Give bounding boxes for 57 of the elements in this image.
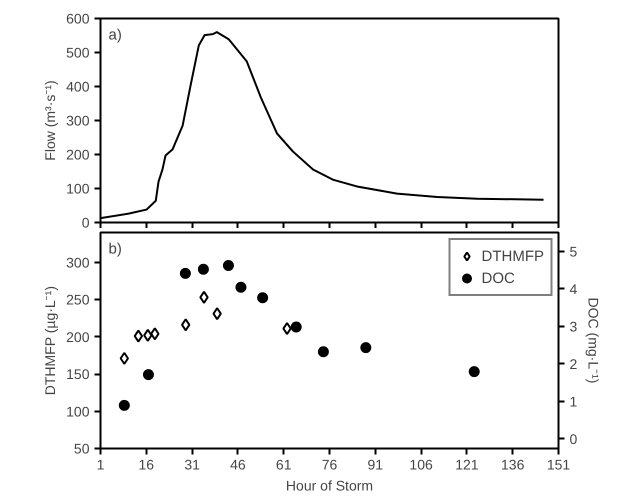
point	[199, 290, 209, 304]
x-tick-label: 46	[230, 456, 246, 472]
y-axis-title: DTHMFP (µg·L⁻¹)	[42, 286, 58, 396]
x-tick-label: 31	[184, 456, 200, 472]
x-tick-label: 61	[276, 456, 292, 472]
y-axis-title: Flow (m³·s⁻¹)	[42, 80, 58, 161]
point	[180, 268, 191, 279]
y-tick-label: 300	[66, 254, 90, 270]
point	[290, 322, 302, 332]
y2-tick-label: 4	[570, 280, 578, 297]
x-tick-label: 76	[322, 456, 338, 472]
point	[118, 400, 130, 411]
x-tick-label: 1	[96, 456, 105, 472]
y-tick-label: 200	[66, 146, 90, 162]
point	[235, 282, 246, 293]
y-tick-label: 300	[66, 112, 90, 128]
point	[212, 307, 222, 320]
point	[360, 342, 372, 354]
x-tick-label: 151	[546, 456, 570, 472]
y2-tick-label: 5	[570, 243, 578, 260]
y-tick-label: 500	[66, 44, 90, 60]
y2-tick-label: 2	[570, 356, 578, 372]
y-tick-label: 50	[74, 440, 90, 456]
y-tick-label: 400	[66, 78, 90, 94]
point	[198, 264, 209, 275]
y-tick-label: 200	[66, 328, 90, 345]
y-tick-label: 100	[66, 403, 90, 420]
y2-axis-title: DOC (mg·L⁻¹)	[585, 298, 602, 384]
x-tick-label: 16	[138, 456, 154, 472]
legend-label: DOC	[482, 270, 515, 286]
point	[120, 352, 129, 365]
x-tick-label: 106	[409, 456, 433, 472]
y2-tick-label: 0	[570, 430, 578, 447]
y-tick-label: 150	[66, 366, 90, 382]
x-tick-label: 136	[501, 456, 525, 472]
y-tick-label: 250	[66, 292, 90, 308]
point	[181, 318, 190, 332]
x-axis-title: Hour of Storm	[286, 478, 374, 494]
point	[222, 260, 234, 271]
point	[134, 330, 144, 343]
point	[142, 369, 154, 380]
y-tick-label: 600	[66, 10, 90, 26]
point	[150, 327, 160, 340]
point	[143, 328, 152, 342]
x-tick-label: 91	[368, 456, 384, 472]
x-tick-label: 121	[455, 456, 479, 472]
y2-tick-label: 3	[570, 318, 578, 334]
annotation: b)	[108, 240, 122, 258]
y2-tick-label: 1	[570, 393, 578, 410]
point	[318, 346, 329, 358]
point	[468, 366, 480, 378]
point	[282, 322, 292, 336]
y-tick-label: 100	[66, 180, 90, 196]
annotation: a)	[108, 26, 122, 44]
y-tick-label: 0	[82, 214, 90, 230]
point	[257, 292, 268, 304]
legend-label: DTHMFP	[482, 248, 544, 264]
